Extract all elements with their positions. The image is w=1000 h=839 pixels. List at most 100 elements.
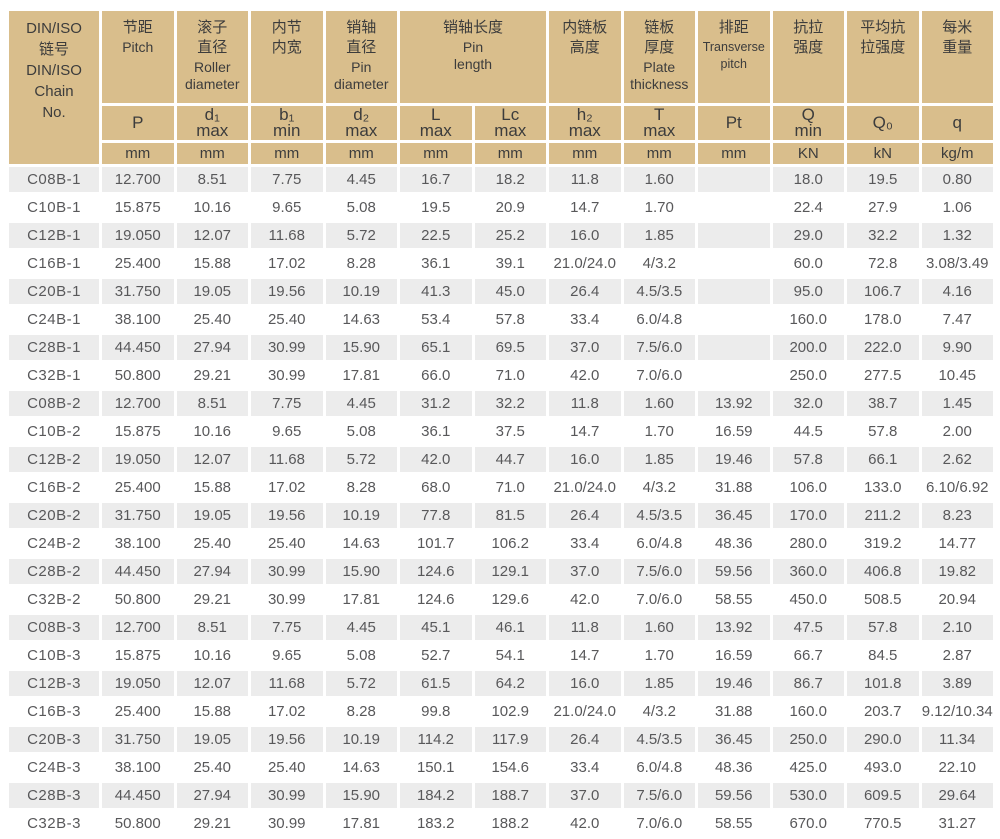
unit-cell: mm [102,143,174,164]
chain-no-cell: C28B-2 [9,559,99,584]
value-cell: 31.88 [698,699,770,724]
value-cell: 12.07 [176,447,248,472]
value-cell: 38.7 [847,391,919,416]
value-cell: 33.4 [549,531,621,556]
value-cell: 21.0/24.0 [549,251,621,276]
table-row: C12B-3 19.050 12.07 11.68 5.72 61.5 64.2 16.0 1.… [9,671,993,696]
value-cell: 290.0 [847,727,919,752]
value-cell: 10.16 [176,195,248,220]
value-cell: 39.1 [474,251,546,276]
value-cell: 5.08 [325,643,397,668]
col-header-inner-width-zh: 内节 内宽 [271,19,302,56]
col-header-pin-length-en: Pin length [453,39,493,72]
value-cell: 60.0 [772,251,844,276]
col-header-plate-thickness-en: Plate thickness [630,59,689,92]
value-cell: 33.4 [549,307,621,332]
value-cell: 1.32 [921,223,993,248]
chain-no-cell: C20B-2 [9,503,99,528]
col-header-roller-diameter-zh: 滚子 直径 [197,19,228,56]
value-cell: 21.0/24.0 [549,475,621,500]
value-cell: 211.2 [847,503,919,528]
table-row: C20B-1 31.750 19.05 19.56 10.19 41.3 45.0 26.4 4… [9,279,993,304]
value-cell: 5.08 [325,419,397,444]
value-cell: 36.45 [698,503,770,528]
value-cell: 57.8 [847,419,919,444]
value-cell: 17.81 [325,587,397,612]
value-cell: 44.450 [102,335,174,360]
value-cell: 31.88 [698,475,770,500]
value-cell: 30.99 [251,559,323,584]
value-cell: 106.2 [474,531,546,556]
value-cell: 15.875 [102,419,174,444]
value-cell: 20.94 [921,587,993,612]
col-header-inner-width: 内节 内宽 [251,11,323,103]
col-header-pin-length-zh: 销轴长度 [442,19,503,36]
symbol-q-min: Q min [772,106,844,140]
value-cell: 69.5 [474,335,546,360]
col-header-pitch: 节距 Pitch [102,11,174,103]
value-cell: 150.1 [400,755,472,780]
col-header-pin-diameter: 销轴 直径 Pin diameter [325,11,397,103]
value-cell: 36.1 [400,419,472,444]
value-cell: 19.050 [102,223,174,248]
table-row: C16B-1 25.400 15.88 17.02 8.28 36.1 39.1 21.0/2… [9,251,993,276]
value-cell: 38.100 [102,307,174,332]
value-cell: 4.5/3.5 [623,279,695,304]
value-cell: 133.0 [847,475,919,500]
value-cell: 77.8 [400,503,472,528]
chain-no-cell: C24B-2 [9,531,99,556]
value-cell: 4.45 [325,615,397,640]
value-cell: 319.2 [847,531,919,556]
value-cell: 250.0 [772,727,844,752]
value-cell: 101.7 [400,531,472,556]
value-cell: 57.8 [847,615,919,640]
value-cell: 25.400 [102,251,174,276]
value-cell: 3.08/3.49 [921,251,993,276]
value-cell: 11.68 [251,447,323,472]
value-cell: 4/3.2 [623,475,695,500]
value-cell: 9.65 [251,195,323,220]
table-row: C08B-1 12.700 8.51 7.75 4.45 16.7 18.2 11.8 1.60… [9,167,993,192]
value-cell: 250.0 [772,363,844,388]
value-cell: 15.88 [176,251,248,276]
col-header-transverse-pitch-en: Transverse pitch [702,40,765,71]
value-cell: 9.90 [921,335,993,360]
value-cell: 57.8 [474,307,546,332]
value-cell: 102.9 [474,699,546,724]
value-cell: 7.5/6.0 [623,783,695,808]
value-cell: 200.0 [772,335,844,360]
value-cell: 188.2 [474,811,546,836]
value-cell: 16.7 [400,167,472,192]
value-cell: 8.28 [325,251,397,276]
value-cell: 72.8 [847,251,919,276]
value-cell [698,251,770,276]
value-cell: 0.80 [921,167,993,192]
value-cell: 81.5 [474,503,546,528]
chain-no-cell: C08B-3 [9,615,99,640]
value-cell: 10.45 [921,363,993,388]
value-cell: 47.5 [772,615,844,640]
value-cell: 14.7 [549,195,621,220]
value-cell: 29.0 [772,223,844,248]
value-cell: 42.0 [549,587,621,612]
value-cell: 188.7 [474,783,546,808]
value-cell: 16.59 [698,643,770,668]
value-cell: 16.0 [549,671,621,696]
value-cell: 20.9 [474,195,546,220]
value-cell: 11.8 [549,615,621,640]
chain-no-cell: C16B-1 [9,251,99,276]
col-header-pin-diameter-en: Pin diameter [334,59,389,92]
value-cell: 4/3.2 [623,251,695,276]
value-cell: 31.750 [102,503,174,528]
value-cell: 19.05 [176,279,248,304]
value-cell: 25.40 [176,531,248,556]
value-cell: 29.21 [176,363,248,388]
value-cell: 19.050 [102,447,174,472]
value-cell: 45.1 [400,615,472,640]
value-cell: 46.1 [474,615,546,640]
value-cell [698,279,770,304]
table-row: C28B-2 44.450 27.94 30.99 15.90 124.6 129.1 37.… [9,559,993,584]
value-cell [698,167,770,192]
value-cell: 106.7 [847,279,919,304]
value-cell: 11.68 [251,223,323,248]
